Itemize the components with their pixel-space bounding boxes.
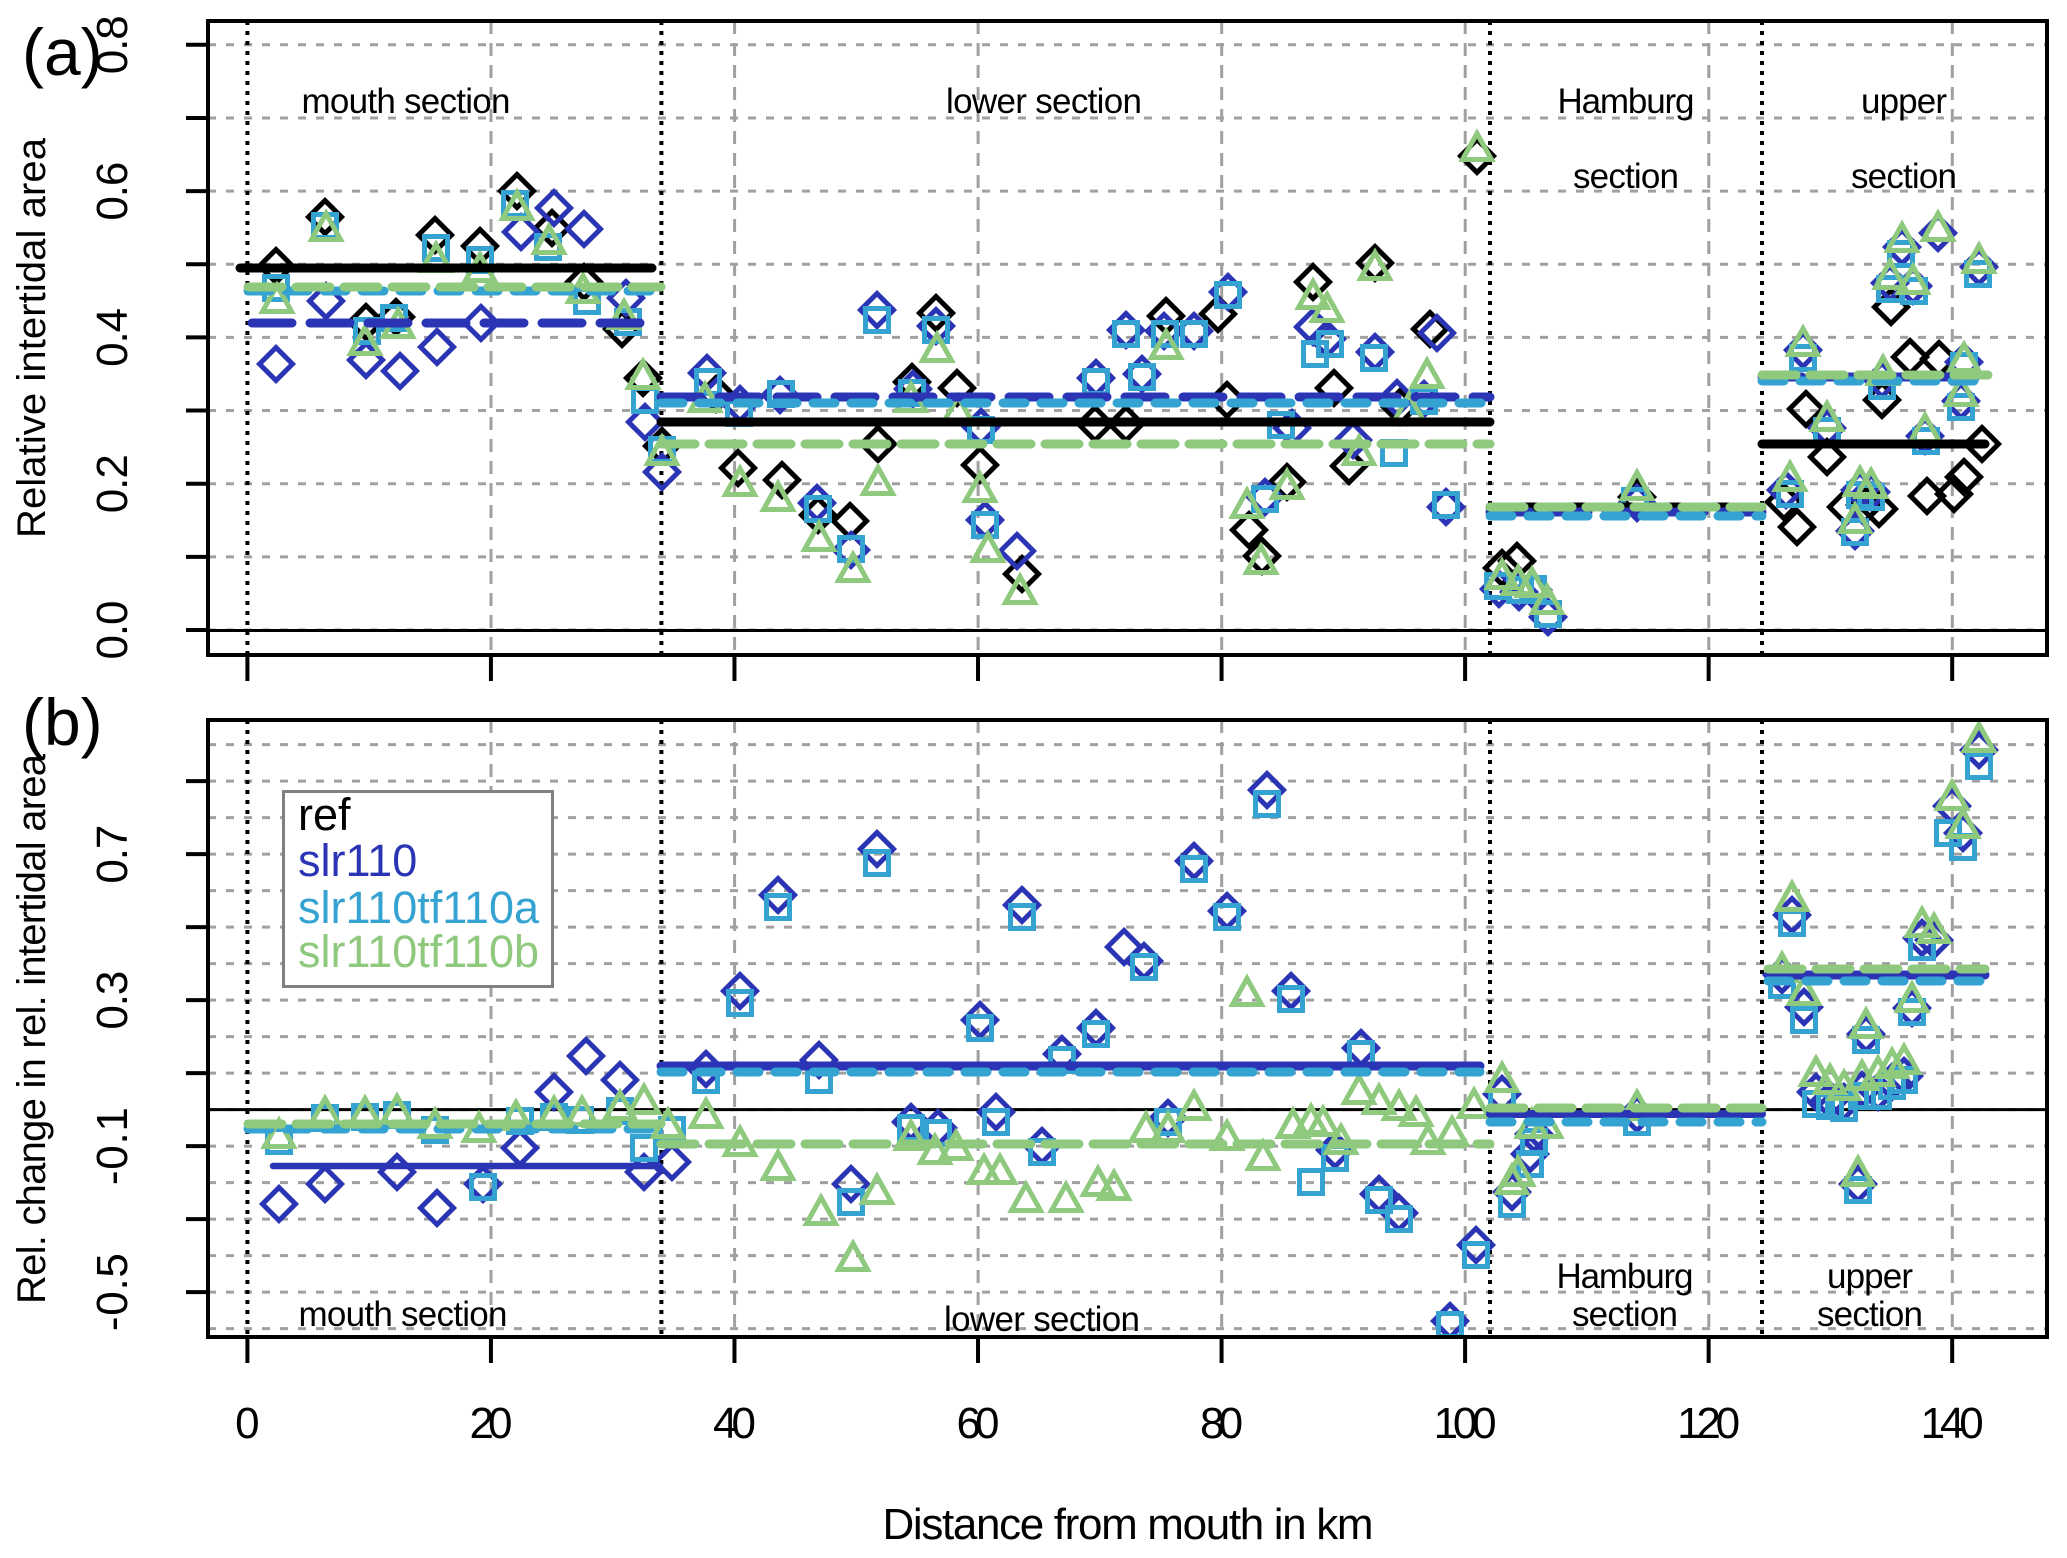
svg-text:Relative intertidal area: Relative intertidal area — [10, 137, 54, 538]
svg-text:0.7: 0.7 — [88, 825, 137, 884]
svg-text:(a): (a) — [22, 15, 103, 89]
svg-text:40: 40 — [713, 1399, 756, 1448]
svg-text:-0.1: -0.1 — [88, 1107, 137, 1185]
svg-text:mouth section: mouth section — [299, 1295, 508, 1334]
svg-text:120: 120 — [1677, 1399, 1740, 1448]
svg-text:-0.5: -0.5 — [88, 1253, 137, 1331]
svg-text:slr110: slr110 — [298, 835, 417, 886]
svg-text:0.2: 0.2 — [88, 454, 137, 513]
svg-text:0.8: 0.8 — [88, 15, 137, 74]
svg-text:upper: upper — [1827, 1257, 1913, 1296]
svg-text:section: section — [1851, 157, 1957, 196]
svg-text:mouth section: mouth section — [302, 82, 511, 121]
svg-text:Hamburg: Hamburg — [1557, 1257, 1694, 1296]
svg-text:0.3: 0.3 — [88, 971, 137, 1030]
svg-text:section: section — [1573, 157, 1679, 196]
svg-text:80: 80 — [1200, 1399, 1243, 1448]
svg-text:upper: upper — [1861, 82, 1947, 121]
svg-text:lower section: lower section — [946, 82, 1142, 121]
svg-text:lower section: lower section — [944, 1300, 1140, 1339]
svg-text:section: section — [1817, 1295, 1923, 1334]
svg-text:ref: ref — [298, 789, 351, 840]
svg-text:(b): (b) — [22, 685, 103, 759]
svg-text:Hamburg: Hamburg — [1558, 82, 1695, 121]
svg-text:20: 20 — [469, 1399, 512, 1448]
svg-text:60: 60 — [957, 1399, 1000, 1448]
svg-text:0.0: 0.0 — [88, 601, 137, 660]
svg-text:Rel. change in rel. intertidal: Rel. change in rel. intertidal area — [10, 753, 54, 1304]
svg-text:140: 140 — [1921, 1399, 1984, 1448]
svg-text:Distance from mouth in km: Distance from mouth in km — [883, 1500, 1374, 1549]
svg-text:0.6: 0.6 — [88, 162, 137, 221]
svg-text:0: 0 — [235, 1399, 259, 1448]
svg-text:100: 100 — [1434, 1399, 1497, 1448]
svg-text:slr110tf110a: slr110tf110a — [298, 882, 540, 933]
svg-text:0.4: 0.4 — [88, 308, 137, 367]
svg-text:section: section — [1572, 1295, 1678, 1334]
svg-text:slr110tf110b: slr110tf110b — [298, 926, 539, 977]
